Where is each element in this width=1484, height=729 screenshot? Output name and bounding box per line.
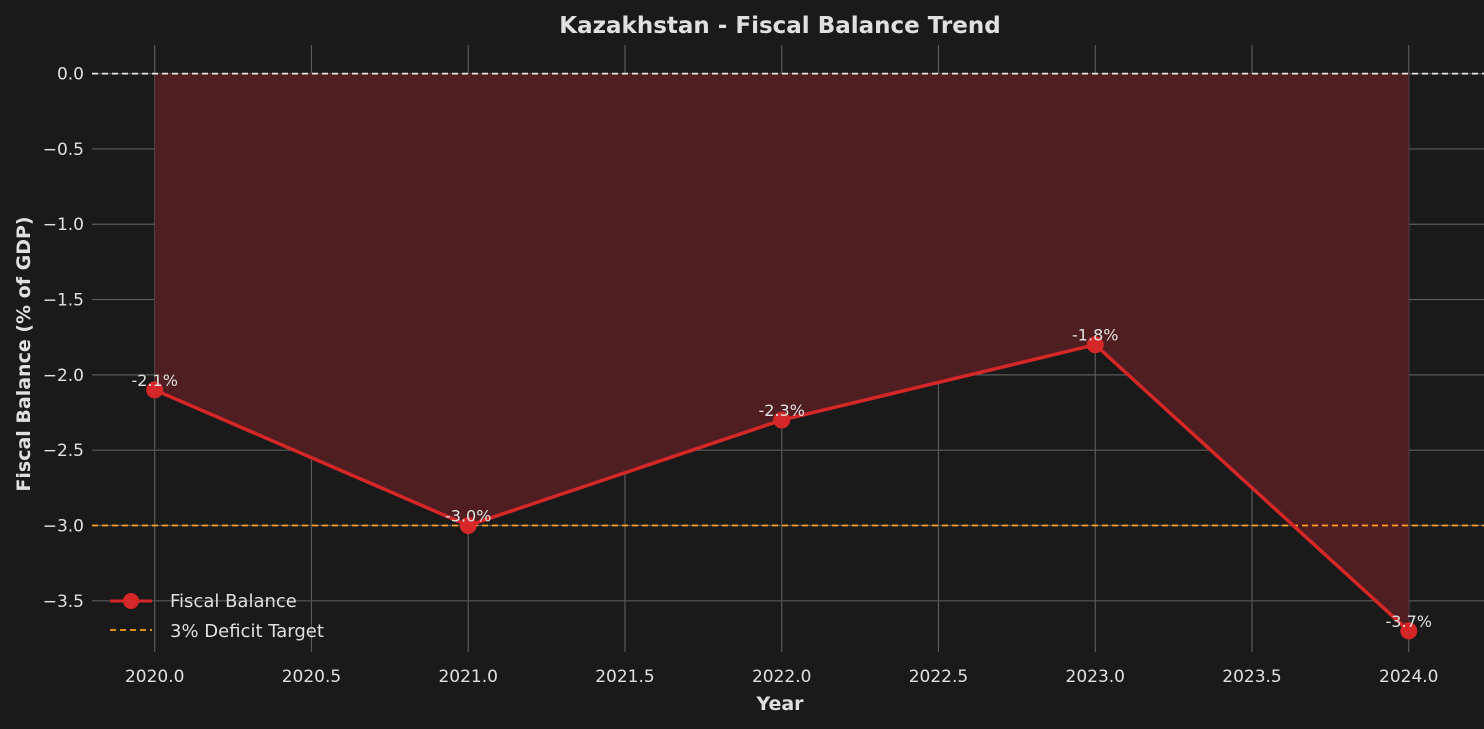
fiscal-balance-point <box>773 411 791 429</box>
fiscal-balance-area <box>154 73 1409 631</box>
x-tick-label: 2022.0 <box>752 667 811 687</box>
x-tick-label: 2021.5 <box>595 667 654 687</box>
y-tick-label: −1.0 <box>43 215 84 235</box>
chart-title: Kazakhstan - Fiscal Balance Trend <box>559 13 1000 39</box>
data-label: -1.8% <box>1072 326 1118 345</box>
data-label: -3.7% <box>1386 612 1432 631</box>
x-axis-title: Year <box>755 693 804 715</box>
x-axis-ticks: 2020.0 2020.5 2021.0 2021.5 2022.0 2022.5 2023… <box>125 667 1439 687</box>
x-tick-label: 2020.0 <box>125 667 184 687</box>
fiscal-balance-point <box>1086 336 1104 354</box>
series <box>146 336 1418 640</box>
x-tick-label: 2020.5 <box>282 667 341 687</box>
legend-deficit-target-label: 3% Deficit Target <box>170 621 324 642</box>
y-tick-label: −1.5 <box>43 291 84 311</box>
y-tick-label: 0.0 <box>57 65 84 85</box>
y-tick-label: −3.0 <box>43 516 84 536</box>
y-tick-label: −2.5 <box>43 441 84 461</box>
legend-fiscal-balance-label: Fiscal Balance <box>170 591 297 612</box>
x-tick-label: 2023.0 <box>1066 667 1125 687</box>
x-tick-label: 2024.0 <box>1379 667 1438 687</box>
area-fill <box>154 73 1409 631</box>
y-axis-title: Fiscal Balance (% of GDP) <box>13 216 35 491</box>
reference-lines <box>92 72 1484 527</box>
fiscal-balance-point <box>459 516 477 534</box>
x-tick-label: 2023.5 <box>1222 667 1281 687</box>
legend: Fiscal Balance 3% Deficit Target <box>110 591 324 642</box>
y-tick-label: −3.5 <box>43 592 84 612</box>
data-label: -2.1% <box>131 371 177 390</box>
fiscal-balance-point <box>1400 622 1418 640</box>
x-tick-label: 2021.0 <box>438 667 497 687</box>
data-label: -3.0% <box>445 506 491 525</box>
legend-fiscal-balance-marker <box>123 593 139 609</box>
fiscal-balance-point <box>146 381 164 399</box>
y-tick-label: −0.5 <box>43 140 84 160</box>
x-tick-label: 2022.5 <box>909 667 968 687</box>
data-labels: -2.1% -3.0% -2.3% -1.8% -3.7% <box>131 326 1431 631</box>
y-tick-label: −2.0 <box>43 366 84 386</box>
data-label: -2.3% <box>759 401 805 420</box>
y-axis-ticks: 0.0 −0.5 −1.0 −1.5 −2.0 −2.5 −3.0 −3.5 <box>43 65 84 612</box>
